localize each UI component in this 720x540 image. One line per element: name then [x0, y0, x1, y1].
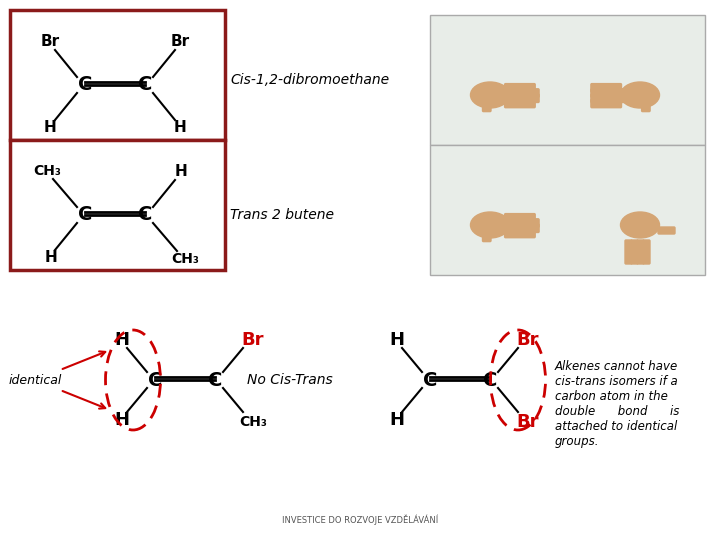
Text: H: H	[390, 411, 405, 429]
FancyBboxPatch shape	[430, 145, 705, 275]
Text: H: H	[114, 411, 130, 429]
FancyBboxPatch shape	[643, 240, 650, 264]
FancyBboxPatch shape	[505, 89, 539, 97]
Text: H: H	[390, 331, 405, 349]
Text: H: H	[44, 120, 56, 136]
Text: INVESTICE DO ROZVOJE VZDĚLÁVÁNÍ: INVESTICE DO ROZVOJE VZDĚLÁVÁNÍ	[282, 515, 438, 525]
FancyBboxPatch shape	[10, 10, 225, 140]
FancyBboxPatch shape	[482, 90, 491, 112]
Text: CH₃: CH₃	[171, 252, 199, 266]
FancyBboxPatch shape	[591, 99, 621, 107]
Text: C: C	[208, 370, 222, 389]
Text: C: C	[423, 370, 437, 389]
FancyBboxPatch shape	[505, 219, 539, 227]
Text: No Cis-Trans: No Cis-Trans	[247, 373, 333, 387]
FancyBboxPatch shape	[642, 90, 650, 112]
Text: CH₃: CH₃	[239, 415, 267, 429]
FancyBboxPatch shape	[505, 214, 535, 222]
Text: C: C	[78, 206, 92, 225]
Text: identical: identical	[9, 374, 62, 387]
Text: C: C	[148, 370, 162, 389]
FancyBboxPatch shape	[482, 220, 491, 241]
Text: Br: Br	[242, 331, 264, 349]
FancyBboxPatch shape	[658, 227, 675, 234]
Text: Br: Br	[517, 331, 539, 349]
FancyBboxPatch shape	[10, 140, 225, 270]
FancyBboxPatch shape	[637, 240, 644, 264]
FancyBboxPatch shape	[505, 94, 539, 103]
Ellipse shape	[621, 212, 660, 238]
Text: Alkenes cannot have
cis-trans isomers if a
carbon atom in the
double      bond  : Alkenes cannot have cis-trans isomers if…	[555, 360, 680, 448]
Text: C: C	[483, 370, 498, 389]
Text: H: H	[114, 331, 130, 349]
Text: Br: Br	[40, 35, 60, 50]
Text: Trans 2 butene: Trans 2 butene	[230, 208, 334, 222]
Ellipse shape	[470, 212, 510, 238]
FancyBboxPatch shape	[505, 224, 539, 233]
Text: C: C	[138, 206, 152, 225]
FancyBboxPatch shape	[631, 240, 638, 264]
FancyBboxPatch shape	[505, 84, 535, 92]
FancyBboxPatch shape	[591, 94, 626, 103]
Ellipse shape	[621, 82, 660, 108]
Text: C: C	[78, 76, 92, 94]
FancyBboxPatch shape	[430, 15, 705, 145]
Text: H: H	[45, 251, 58, 266]
FancyBboxPatch shape	[625, 240, 632, 264]
Text: H: H	[174, 120, 186, 136]
Text: Br: Br	[517, 413, 539, 431]
Text: H: H	[175, 165, 187, 179]
Text: CH₃: CH₃	[33, 164, 61, 178]
FancyBboxPatch shape	[591, 89, 626, 97]
Text: Br: Br	[171, 35, 189, 50]
Text: Cis-1,2-dibromoethane: Cis-1,2-dibromoethane	[230, 73, 389, 87]
Ellipse shape	[470, 82, 510, 108]
Text: C: C	[138, 76, 152, 94]
FancyBboxPatch shape	[505, 99, 535, 107]
FancyBboxPatch shape	[591, 84, 621, 92]
FancyBboxPatch shape	[505, 229, 535, 238]
